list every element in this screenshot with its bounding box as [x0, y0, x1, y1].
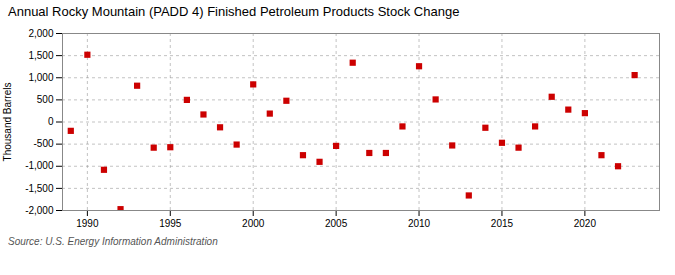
svg-text:2005: 2005	[325, 218, 348, 229]
html-text:Annual Rocky Mountain (PADD 4): Annual Rocky Mountain (PADD 4) Finished …	[8, 4, 460, 19]
svg-text:1995: 1995	[159, 218, 182, 229]
html-text:Source: U.S. Energy Informatio: Source: U.S. Energy Information Administ…	[8, 236, 218, 247]
svg-text:1990: 1990	[76, 218, 99, 229]
svg-text:2,000: 2,000	[28, 28, 53, 39]
svg-text:-2,000: -2,000	[25, 205, 54, 216]
svg-text:500: 500	[37, 94, 54, 105]
svg-text:1,500: 1,500	[28, 50, 53, 61]
svg-text:-1,000: -1,000	[25, 160, 54, 171]
svg-text:1,000: 1,000	[28, 72, 53, 83]
svg-text:Thousand Barrels: Thousand Barrels	[2, 83, 13, 162]
svg-text:2020: 2020	[574, 218, 597, 229]
svg-text:2000: 2000	[242, 218, 265, 229]
svg-text:-1,500: -1,500	[25, 183, 54, 194]
svg-text:0: 0	[48, 116, 54, 127]
svg-text:-500: -500	[33, 138, 53, 149]
svg-text:2015: 2015	[491, 218, 514, 229]
svg-text:2010: 2010	[408, 218, 431, 229]
